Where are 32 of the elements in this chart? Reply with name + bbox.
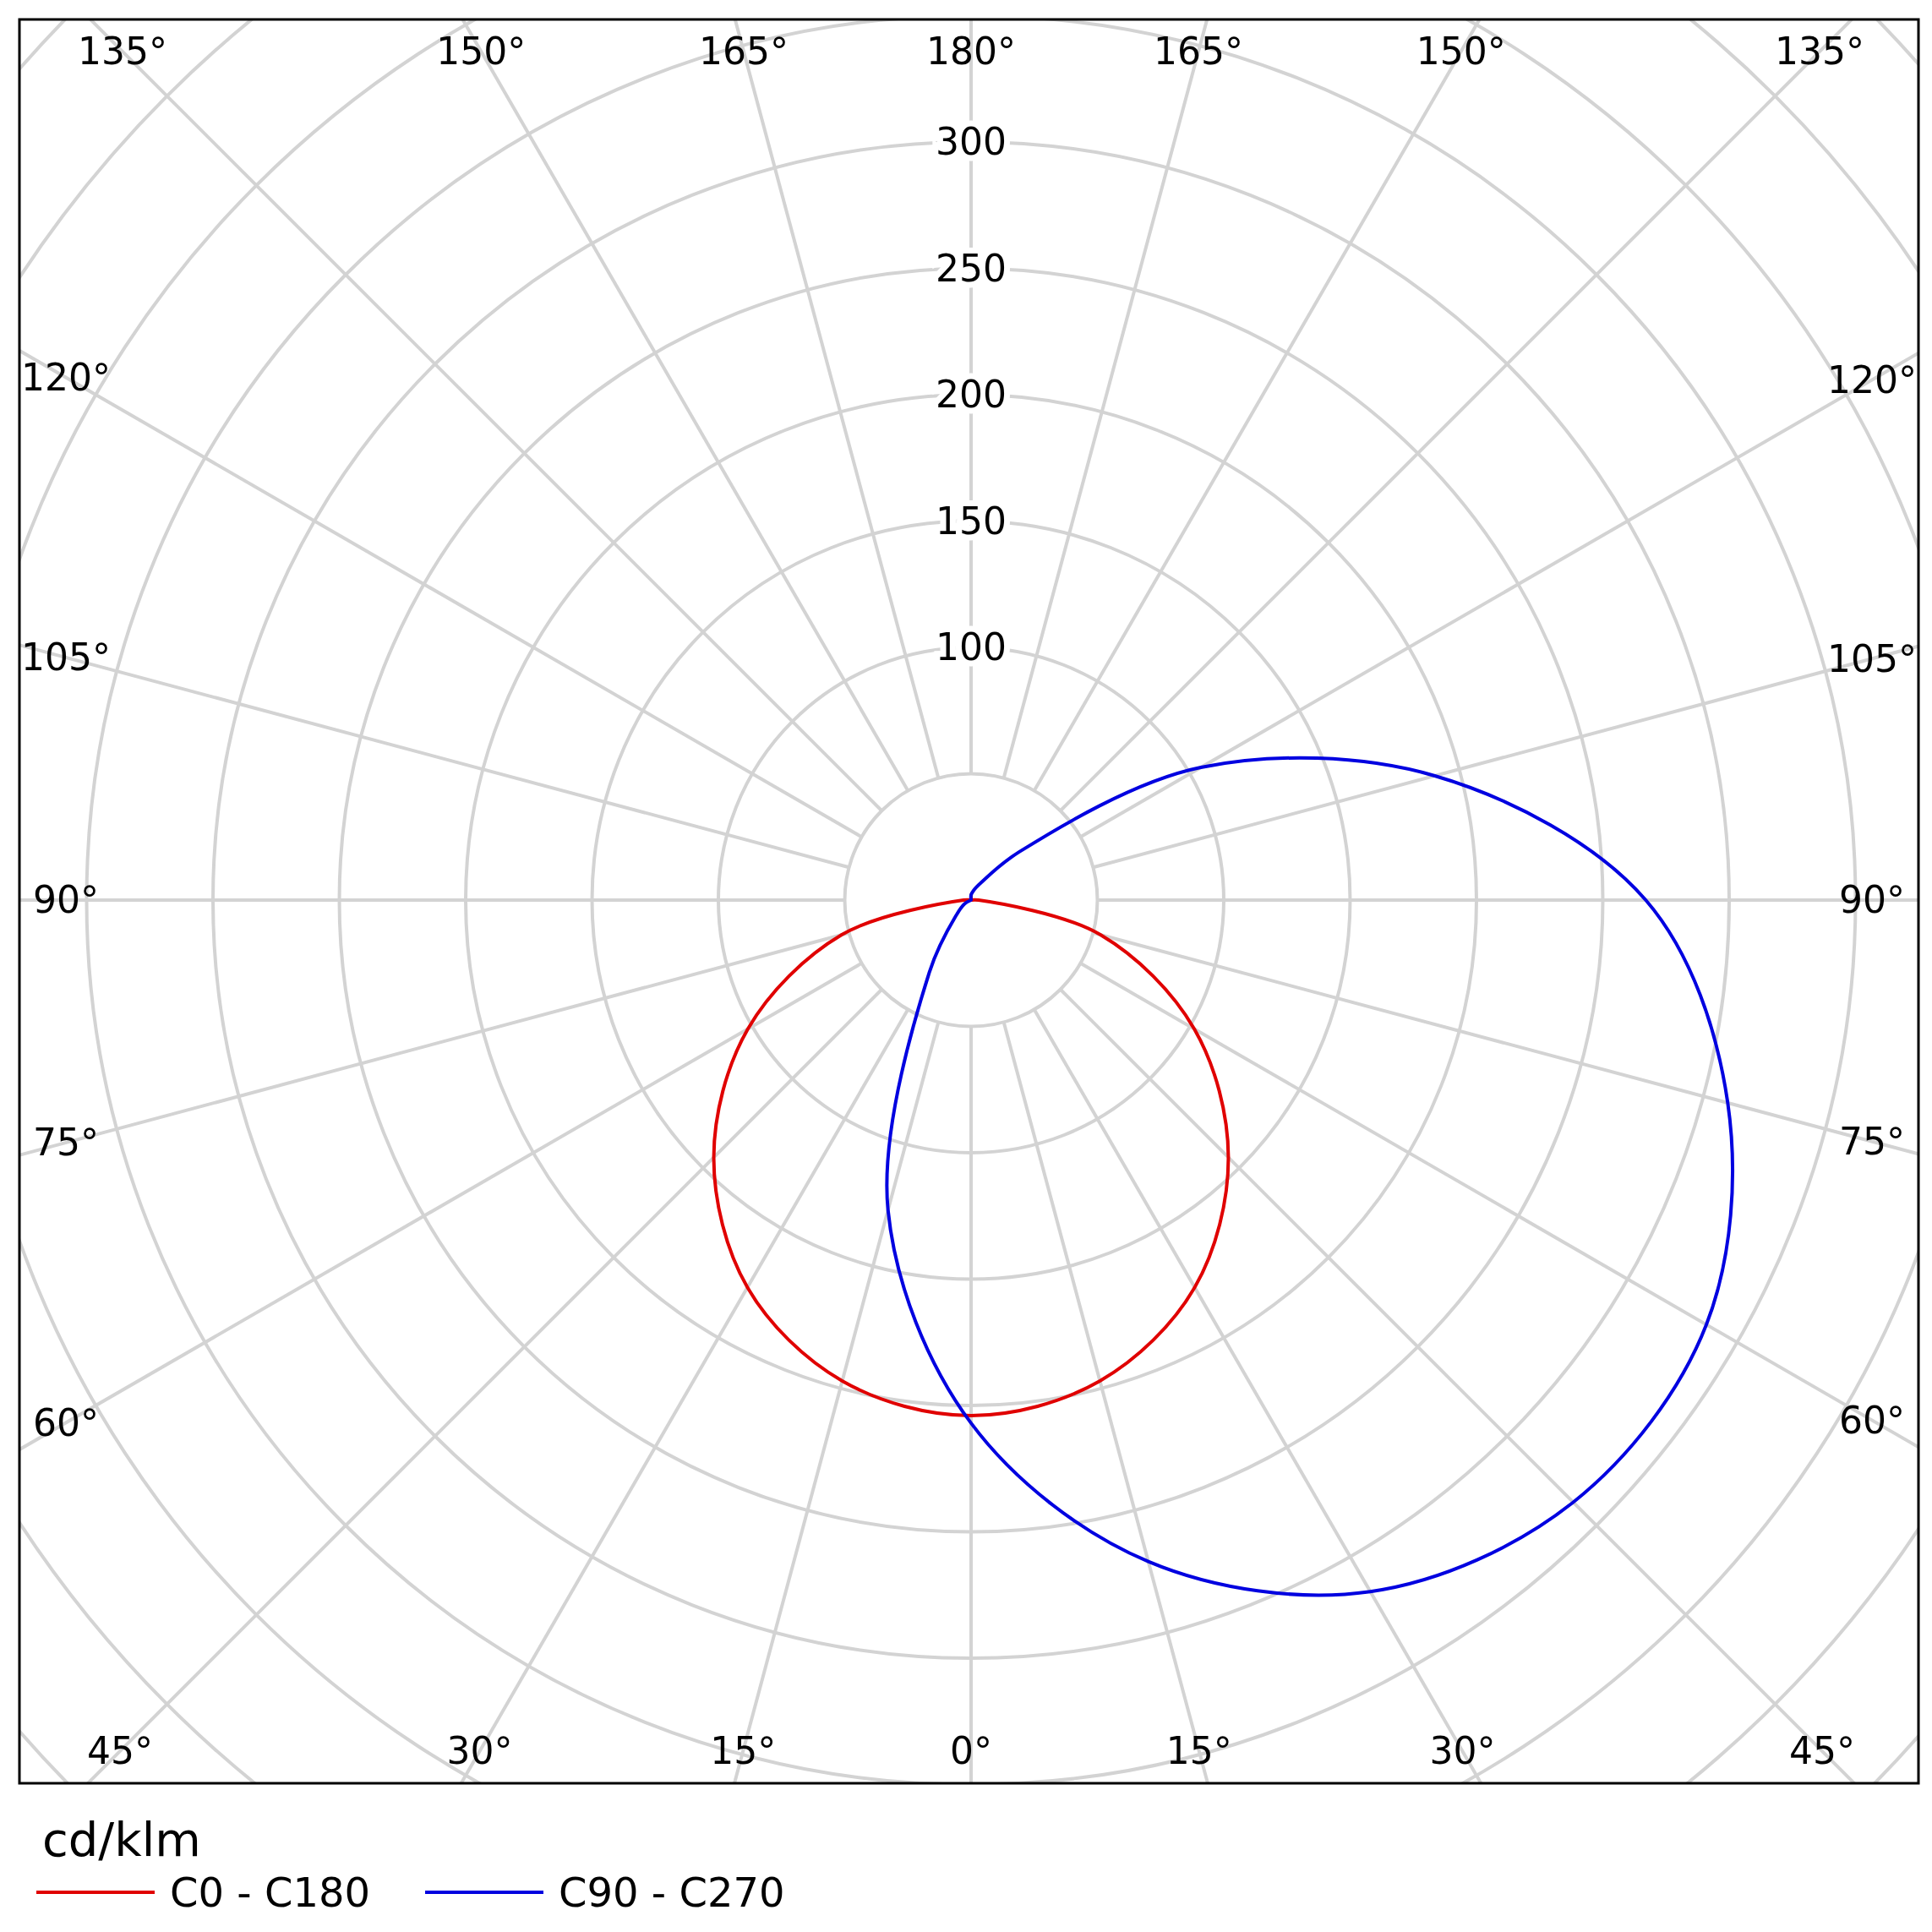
spoke-label: 90° <box>33 878 99 922</box>
spoke-label: 120° <box>1827 357 1917 401</box>
spoke-label: 15° <box>710 1729 777 1773</box>
spoke-label: 120° <box>21 356 111 400</box>
legend-label: C90 - C270 <box>559 1868 785 1916</box>
spoke-label: 30° <box>446 1729 513 1773</box>
spoke-label: 105° <box>21 636 111 679</box>
spoke-label: 165° <box>1154 30 1244 74</box>
spoke-label: 150° <box>1416 30 1506 74</box>
spoke-label: 165° <box>698 30 789 74</box>
spoke-label: 45° <box>1789 1729 1855 1773</box>
spoke-label: 0° <box>950 1729 992 1773</box>
spoke-label: 135° <box>78 30 167 74</box>
y-tick-label: 100 <box>936 625 1007 669</box>
y-tick-label: 150 <box>936 499 1007 543</box>
spoke-label: 90° <box>1839 878 1905 922</box>
text: cd/klm <box>42 1811 201 1867</box>
spoke-label: 75° <box>33 1121 99 1165</box>
spoke-label: 180° <box>926 30 1016 74</box>
spoke-label: 60° <box>1839 1398 1905 1442</box>
spoke-label: 135° <box>1775 30 1864 74</box>
y-tick-label: 200 <box>936 373 1007 417</box>
spoke-label: 45° <box>87 1729 153 1773</box>
spoke-label: 75° <box>1839 1120 1905 1164</box>
spoke-label: 105° <box>1827 636 1917 680</box>
legend-label: C0 - C180 <box>170 1868 371 1916</box>
y-tick-label: 300 <box>936 120 1007 164</box>
y-tick-label: 250 <box>936 246 1007 290</box>
spoke-label: 150° <box>436 30 527 74</box>
spoke-label: 30° <box>1429 1729 1496 1773</box>
spoke-label: 15° <box>1165 1729 1232 1773</box>
spoke-label: 60° <box>33 1400 99 1444</box>
